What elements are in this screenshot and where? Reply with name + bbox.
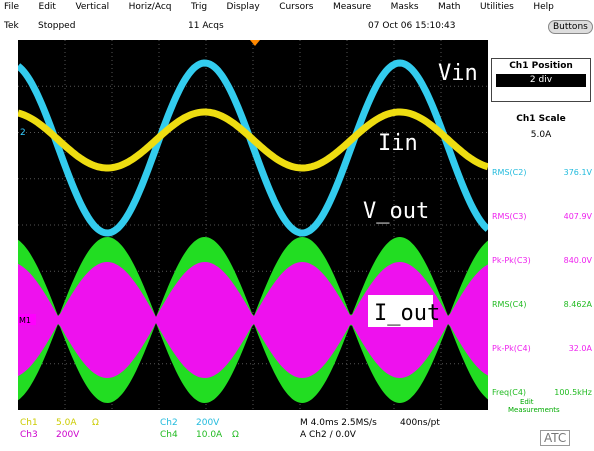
timebase: M 4.0ms 2.5MS/s (300, 418, 377, 428)
readout-value: 32.0A (569, 344, 592, 353)
readout-value: 8.462A (564, 300, 592, 309)
channel-info: Ch2 (160, 418, 178, 428)
menu-item[interactable]: Vertical (75, 2, 109, 16)
scale-value: 5.0A (492, 130, 590, 140)
menu-item[interactable]: Masks (391, 2, 419, 16)
readout-label: RMS(C2) (492, 168, 526, 177)
readout-row: Freq(C4) 100.5kHz (492, 388, 592, 397)
logo: ATC (540, 430, 570, 446)
oscilloscope-screenshot: File Edit Vertical Horiz/Acq Trig Display Curs… (0, 0, 594, 451)
brand: Tek (4, 21, 19, 31)
readout-row: Pk-Pk(C4) 32.0A (492, 344, 592, 353)
ch2-marker: 2 (20, 128, 26, 138)
readout-value: 840.0V (564, 256, 592, 265)
waveform-screen: 2 M1 Vin Iin V_out I_out (18, 40, 488, 410)
measurements-label[interactable]: Measurements (508, 406, 560, 414)
menu-item[interactable]: Edit (39, 2, 56, 16)
vin-label: Vin (438, 61, 478, 86)
channel-info: Ch3 (20, 430, 38, 440)
acq-state: Stopped (38, 21, 75, 31)
channel-info: 200V (56, 430, 79, 440)
menu-bar: File Edit Vertical Horiz/Acq Trig Display Curs… (4, 2, 554, 16)
edit-label[interactable]: Edit (520, 398, 534, 406)
readout-value: 407.9V (564, 212, 592, 221)
acq-count: 11 Acqs (188, 21, 224, 31)
channel-info: Ω (232, 430, 239, 440)
menu-item[interactable]: Display (227, 2, 260, 16)
readout-row: Pk-Pk(C3) 840.0V (492, 256, 592, 265)
channel-info: 5.0A (56, 418, 76, 428)
readout-row: RMS(C3) 407.9V (492, 212, 592, 221)
readout-row: RMS(C4) 8.462A (492, 300, 592, 309)
channel-info: Ω (92, 418, 99, 428)
iout-label: I_out (374, 301, 440, 326)
trigger-info: A Ch2 / 0.0V (300, 430, 356, 440)
timestamp: 07 Oct 06 15:10:43 (368, 21, 455, 31)
readout-label: Pk-Pk(C4) (492, 344, 531, 353)
resolution: 400ns/pt (400, 418, 440, 428)
menu-item[interactable]: Math (438, 2, 461, 16)
readout-label: Pk-Pk(C3) (492, 256, 531, 265)
readout-label: Freq(C4) (492, 388, 526, 397)
channel-info: 200V (196, 418, 219, 428)
position-box: Ch1 Position 2 div (491, 58, 591, 102)
position-field[interactable]: 2 div (496, 74, 586, 87)
menu-item[interactable]: Help (533, 2, 554, 16)
buttons-button[interactable]: Buttons (548, 20, 593, 34)
scale-title: Ch1 Scale (492, 114, 590, 124)
menu-item[interactable]: Horiz/Acq (129, 2, 172, 16)
menu-item[interactable]: Utilities (480, 2, 514, 16)
menu-item[interactable]: Trig (191, 2, 207, 16)
position-title: Ch1 Position (492, 61, 590, 71)
menu-item[interactable]: Cursors (279, 2, 313, 16)
channel-info: 10.0A (196, 430, 222, 440)
m1-marker: M1 (19, 316, 31, 325)
readout-label: RMS(C4) (492, 300, 526, 309)
readout-label: RMS(C3) (492, 212, 526, 221)
menu-item[interactable]: File (4, 2, 19, 16)
channel-info: Ch1 (20, 418, 38, 428)
readout-value: 376.1V (564, 168, 592, 177)
readout-value: 100.5kHz (554, 388, 592, 397)
readout-row: RMS(C2) 376.1V (492, 168, 592, 177)
menu-item[interactable]: Measure (333, 2, 371, 16)
iin-label: Iin (378, 131, 418, 156)
vout-label: V_out (363, 199, 429, 224)
channel-info: Ch4 (160, 430, 178, 440)
